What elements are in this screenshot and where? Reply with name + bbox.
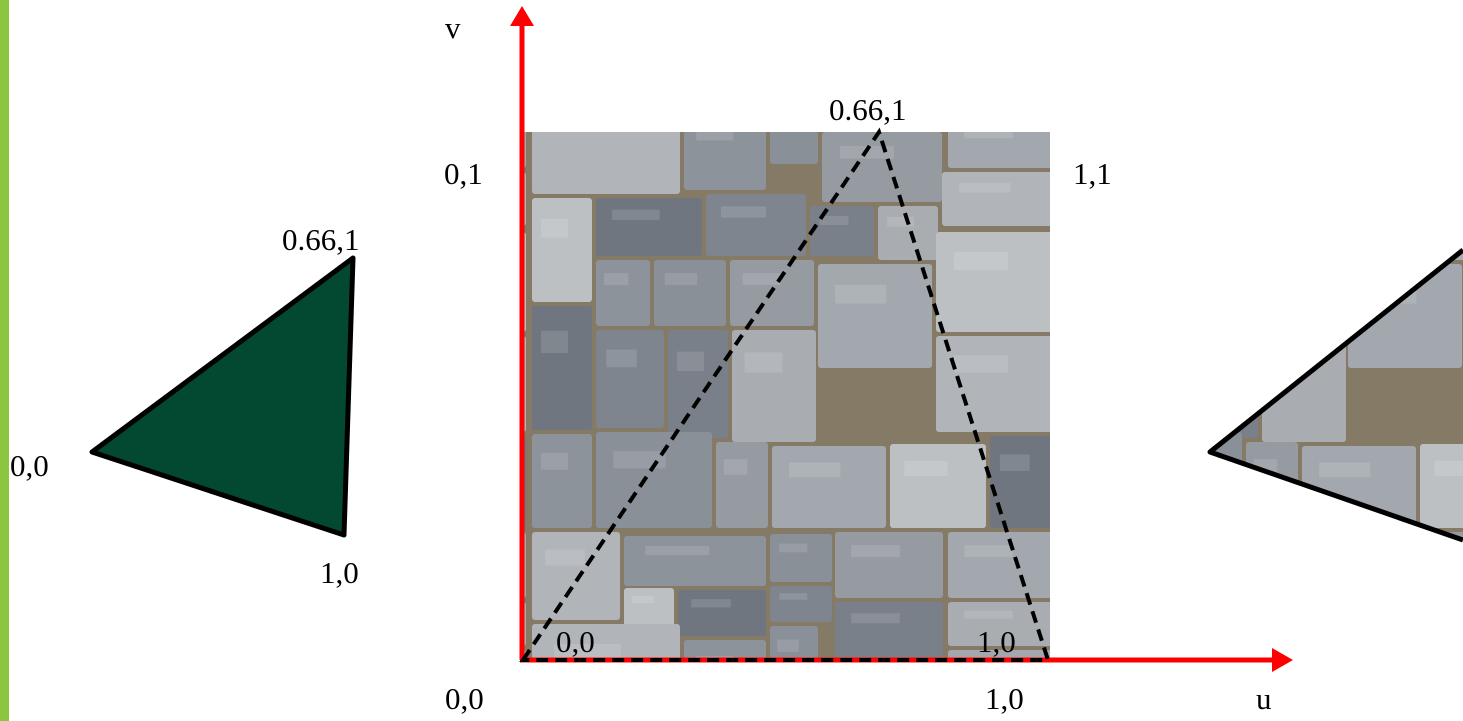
left-triangle-left-vertex-label: 0,0	[10, 448, 49, 483]
u-axis-arrowhead	[1272, 648, 1293, 672]
v-axis-label: v	[445, 10, 461, 45]
left-triangle-bottom-vertex-label: 1,0	[320, 555, 359, 590]
stone-texture-image	[522, 132, 1050, 660]
uv-triangle-outline	[519, 127, 1051, 662]
texture-inner-bottom-left-label: 0,0	[556, 624, 595, 659]
texture-corner-top-right-label: 1,1	[1073, 156, 1112, 191]
textured-output-triangle	[1207, 248, 1463, 543]
texture-corner-bottom-right-label: 1,0	[985, 681, 1024, 716]
accent-bar	[0, 0, 9, 721]
texture-corner-bottom-left-label: 0,0	[445, 681, 484, 716]
v-axis-arrowhead	[510, 6, 534, 26]
texture-inner-bottom-right-label: 1,0	[977, 624, 1016, 659]
texture-corner-top-left-label: 0,1	[444, 156, 483, 191]
input-triangle	[89, 255, 356, 538]
left-triangle-apex-label: 0.66,1	[282, 222, 360, 257]
u-axis-label: u	[1256, 681, 1272, 716]
texture-apex-label: 0.66,1	[829, 92, 907, 127]
